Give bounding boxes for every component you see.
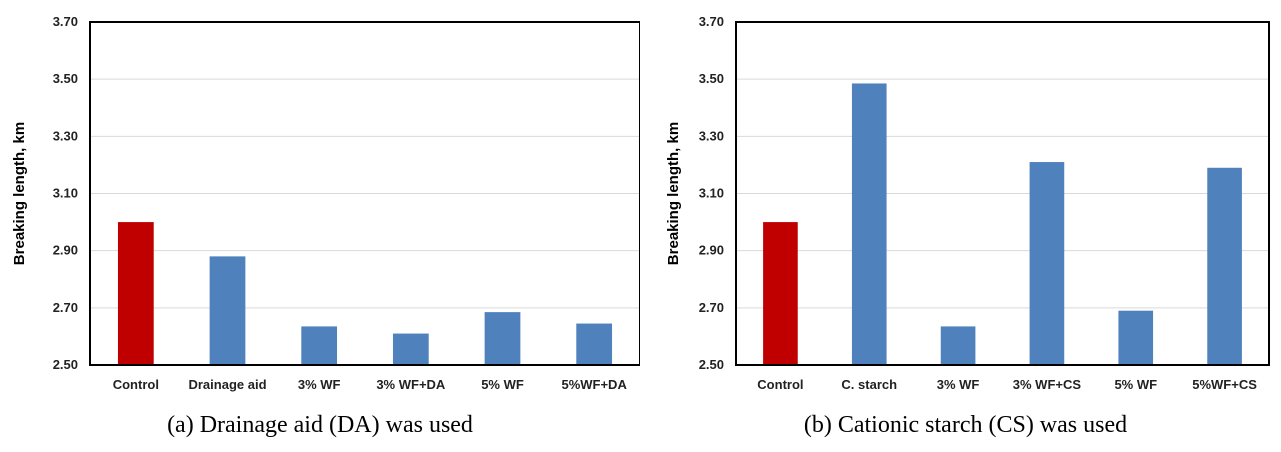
bar-3-wf [301,326,338,365]
y-tick-label: 3.50 [53,71,78,86]
y-tick-label: 3.10 [699,186,724,201]
x-tick-label: C. starch [841,377,897,392]
bar-c-starch [851,83,887,366]
bar-5-wf-cs [1207,167,1242,365]
y-tick-label: 2.90 [53,243,78,258]
y-tick-label: 3.30 [53,128,78,143]
caption-a: (a) Drainage aid (DA) was used [167,412,473,438]
x-tick-label: 5%WF+CS [1192,377,1257,392]
y-tick-label: 2.70 [699,300,724,315]
x-tick-label: 5%WF+DA [561,377,627,392]
x-tick-label: Drainage aid [188,377,266,392]
y-tick-label: 3.30 [699,128,724,143]
y-tick-label: 3.50 [699,71,724,86]
y-tick-label: 2.70 [53,300,78,315]
y-axis-label: Breaking length, km [665,122,682,265]
bar-control [763,222,798,365]
x-tick-label: Control [113,377,159,392]
x-tick-label: 5% WF [1114,377,1157,392]
y-tick-label: 3.70 [53,14,78,29]
y-tick-label: 3.70 [699,14,724,29]
x-tick-label: 3% WF [937,377,980,392]
plot-frame [735,21,1270,366]
x-tick-label: Control [757,377,803,392]
y-axis-label: Breaking length, km [11,122,28,265]
chart-panel-b: 2.50 2.70 2.90 3.10 3.30 3.50 3.70 Control C. st… [650,0,1281,452]
bar-3-wf [940,326,976,365]
bar-5-wf [484,312,521,365]
bar-5-wf [1118,310,1154,365]
bar-3-wf-cs [1029,162,1065,365]
y-tick-label: 2.50 [699,357,724,372]
x-tick-label: 5% WF [481,377,524,392]
chart-panel-a: 2.50 2.70 2.90 3.10 3.30 3.50 3.70 Control Drain… [0,0,641,452]
caption-b: (b) Cationic starch (CS) was used [803,412,1128,438]
x-tick-label: 3% WF+CS [1013,377,1082,392]
x-tick-label: 3% WF+DA [376,377,446,392]
bar-drainage-aid [209,256,246,365]
bar-chart-a: 2.50 2.70 2.90 3.10 3.30 3.50 3.70 Control Drain… [11,14,641,392]
y-tick-label: 2.50 [53,357,78,372]
bar-chart-b: 2.50 2.70 2.90 3.10 3.30 3.50 3.70 Control C. st… [665,14,1270,392]
bar-3-wf-da [392,333,429,365]
x-tick-label: 3% WF [298,377,341,392]
bar-control [117,222,154,365]
y-tick-label: 2.90 [699,243,724,258]
bar-5-wf-da [576,323,613,365]
y-tick-label: 3.10 [53,186,78,201]
